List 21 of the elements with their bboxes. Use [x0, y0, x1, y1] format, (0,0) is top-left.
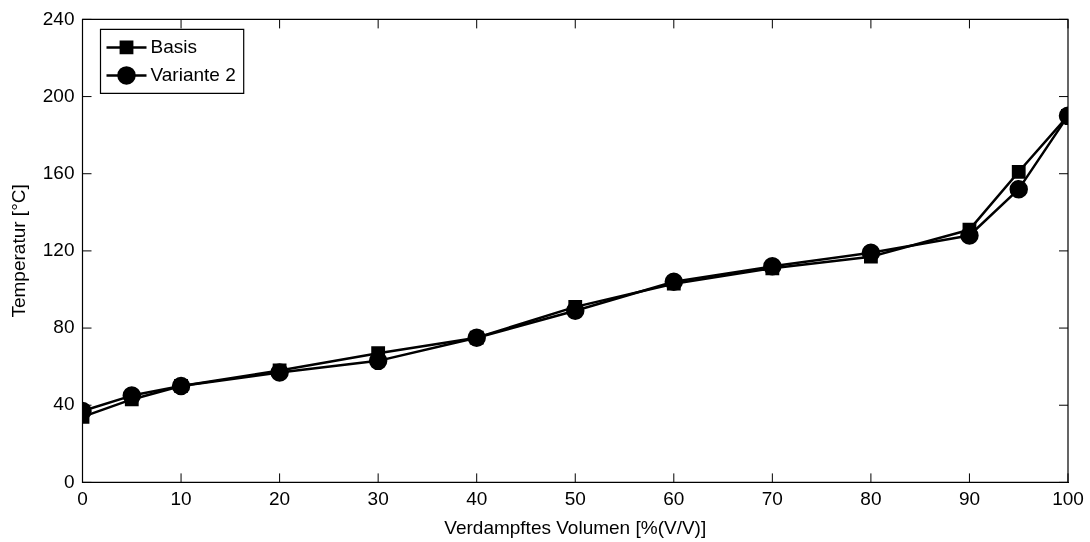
x-tick-label: 90	[958, 488, 981, 510]
legend-label: Basis	[150, 35, 197, 57]
x-tick-label: 30	[367, 488, 389, 510]
x-tick-label: 20	[269, 488, 291, 510]
x-tick-label: 100	[1052, 488, 1084, 510]
y-tick-label: 40	[53, 393, 75, 415]
y-tick-label: 200	[42, 84, 75, 106]
x-tick-label: 60	[663, 488, 685, 510]
legend-label: Variante 2	[150, 63, 236, 85]
x-tick-label: 70	[761, 488, 783, 510]
y-tick-label: 240	[42, 7, 75, 29]
y-axis-title: Temperatur [°C]	[7, 184, 29, 318]
x-tick-label: 50	[564, 488, 586, 510]
x-tick-label: 40	[466, 488, 488, 510]
x-tick-label: 10	[170, 488, 192, 510]
y-tick-label: 80	[53, 316, 75, 338]
y-tick-label: 160	[42, 161, 75, 183]
y-tick-label: 0	[63, 470, 75, 492]
x-tick-label: 80	[860, 488, 882, 510]
x-axis-title: Verdampftes Volumen [%(V/V)]	[444, 516, 707, 538]
y-tick-label: 120	[42, 239, 75, 261]
